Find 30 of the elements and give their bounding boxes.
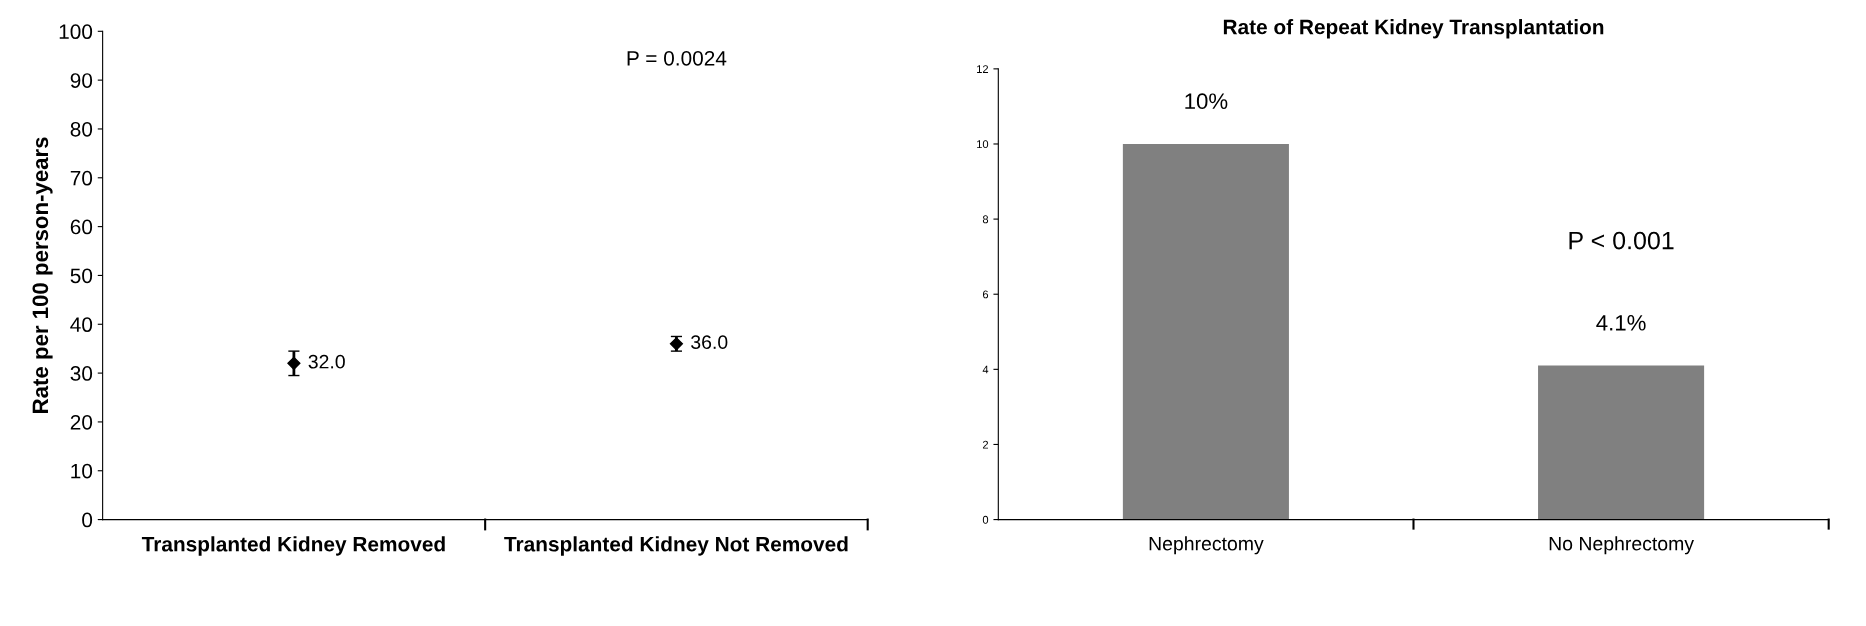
y-tick-label: 60: [70, 219, 93, 235]
y-tick-label: 4: [982, 365, 989, 374]
y-tick-label: 80: [70, 121, 93, 137]
y-tick-label: 6: [982, 290, 989, 299]
y-tick-label: 0: [82, 512, 93, 528]
y-tick-label: 10: [977, 140, 989, 149]
y-tick-label: 100: [59, 24, 93, 40]
y-tick-label: 90: [70, 73, 93, 88]
y-tick-label: 10: [71, 463, 93, 479]
y-tick-label: 30: [70, 366, 93, 381]
data-label: 36.0: [691, 335, 728, 350]
y-tick-label: 20: [70, 414, 93, 430]
data-label: 4.1%: [1596, 315, 1646, 331]
y-tick-label: 12: [977, 65, 989, 73]
y-tick-label: 70: [70, 170, 93, 186]
x-tick-label: Transplanted Kidney Not Removed: [504, 536, 848, 556]
y-tick-label: 50: [70, 268, 93, 284]
annotation: P < 0.001: [1569, 231, 1674, 250]
y-tick-label: 40: [70, 317, 93, 333]
y-axis-title: Rate per 100 person-years: [32, 137, 53, 413]
data-label: 10%: [1185, 93, 1228, 110]
y-tick-label: 0: [982, 515, 989, 524]
x-tick-label: No Nephrectomy: [1549, 536, 1694, 555]
chart-title: Rate of Repeat Kidney Transplantation: [1223, 19, 1604, 39]
y-tick-label: 8: [982, 215, 989, 224]
x-tick-label: Transplanted Kidney Removed: [141, 536, 445, 556]
data-label: 32.0: [308, 354, 345, 369]
annotation: P = 0.0024: [627, 50, 727, 66]
y-tick-label: 2: [982, 440, 989, 449]
x-tick-label: Nephrectomy: [1149, 536, 1264, 555]
